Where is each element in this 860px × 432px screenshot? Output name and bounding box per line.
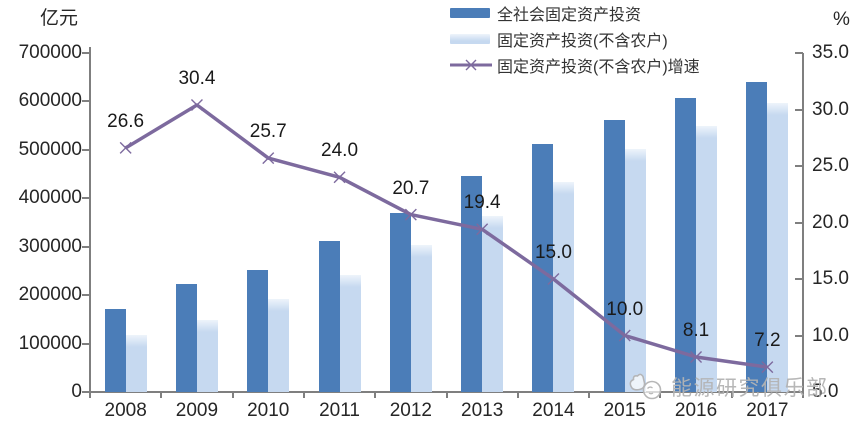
x-axis-tick [516,392,519,398]
left-axis-tick [82,197,90,200]
x-axis-label-2016: 2016 [674,400,718,421]
bar-total-2008 [104,308,126,392]
x-axis-tick [659,392,662,398]
legend-label-total-investment: 全社会固定资产投资 [497,7,642,24]
bar-total-2014 [532,144,554,392]
right-axis-tick [795,391,803,393]
x-axis-label-2009: 2009 [175,400,219,421]
left-axis-tick [82,342,90,345]
growth-value-label-2012: 20.7 [392,177,430,199]
chart-legend: 全社会固定资产投资 固定资产投资(不含农户) 固定资产投资(不含农户)增速 [450,0,700,78]
bar-excl-rural-2010 [268,299,290,392]
x-axis-tick [231,392,234,398]
left-axis-tick [82,391,90,393]
right-axis-tick [795,165,803,167]
legend-label-growth-rate: 固定资产投资(不含农户)增速 [497,59,700,76]
growth-value-label-2017: 7.2 [754,330,781,352]
x-axis-label-2010: 2010 [247,400,290,421]
left-axis-tick-label: 300000 [18,235,82,257]
x-axis-label-2012: 2012 [389,400,432,421]
bar-excl-rural-2014 [553,181,575,392]
bar-excl-rural-2008 [125,334,147,392]
left-axis-tick [82,100,90,103]
left-axis-tick-label: 600000 [18,90,82,112]
growth-value-label-2011: 24.0 [321,140,359,162]
left-axis-tick [82,52,90,54]
right-axis-tick [795,52,803,54]
left-axis-tick-label: 500000 [18,138,82,160]
left-axis-tick-label: 0 [71,381,82,402]
x-axis-label-2011: 2011 [319,400,360,421]
right-axis-tick-label: 35.0 [812,42,849,63]
x-axis-label-2014: 2014 [532,400,575,421]
left-axis-tick [82,294,90,297]
bar-excl-rural-2015 [624,149,646,392]
left-axis-tick-label: 400000 [18,187,82,209]
left-axis-unit-label: 亿元 [40,8,79,29]
bar-total-2016 [675,98,697,392]
x-axis-tick [374,392,377,398]
x-axis-tick [730,392,733,398]
legend-label-excl-rural: 固定资产投资(不含农户) [497,33,668,50]
right-axis-tick [795,334,803,337]
bar-total-2009 [175,283,197,392]
left-axis-line [89,47,91,393]
legend-swatch-growth-line [450,59,492,71]
right-axis-tick-label: 5.0 [812,381,839,402]
bar-excl-rural-2012 [410,245,432,392]
bar-excl-rural-2016 [696,125,718,392]
right-axis-tick-label: 15.0 [812,268,849,289]
bar-excl-rural-2009 [196,320,218,392]
bar-total-2015 [603,119,625,392]
left-axis-tick [82,148,90,151]
growth-value-label-2015: 10.0 [606,298,644,320]
right-axis-tick [795,278,803,280]
right-axis-tick-label: 10.0 [812,324,849,346]
right-axis-tick-label: 25.0 [812,155,849,176]
x-axis-tick [802,392,804,398]
bar-excl-rural-2017 [767,103,789,392]
bar-total-2010 [247,270,269,392]
left-axis-tick-label: 100000 [18,332,82,354]
right-axis-tick-label: 30.0 [812,98,849,120]
right-axis-line [802,53,804,392]
bar-total-2012 [389,212,411,392]
legend-item-total-investment: 全社会固定资产投资 [450,0,700,26]
left-axis-tick-label: 200000 [18,284,82,306]
x-axis-tick [160,392,163,398]
legend-swatch-excl-rural-bar [450,34,490,44]
right-axis-tick [795,221,803,224]
growth-value-label-2010: 25.7 [249,121,287,143]
legend-item-growth-rate: 固定资产投资(不含农户)增速 [450,52,700,78]
watermark: 能源研究俱乐部 [626,372,829,402]
x-axis-label-2017: 2017 [746,400,789,421]
x-axis-label-2015: 2015 [603,400,646,421]
right-axis-tick [795,108,803,111]
right-axis-tick-label: 20.0 [812,211,849,233]
bar-excl-rural-2011 [339,274,361,392]
right-axis-unit-label: % [833,9,850,30]
legend-item-excl-rural: 固定资产投资(不含农户) [450,26,700,52]
x-axis-label-2008: 2008 [104,400,147,421]
mascot-logo-icon [629,373,662,400]
left-axis-tick [82,245,90,248]
watermark-text: 能源研究俱乐部 [671,377,829,400]
x-axis-tick [89,392,91,398]
x-axis-tick [302,392,305,398]
legend-swatch-total-bar [450,8,490,18]
growth-value-label-2009: 30.4 [178,67,216,89]
x-axis-tick [445,392,448,398]
left-axis-tick-label: 700000 [18,42,82,63]
growth-value-label-2014: 15.0 [534,242,572,263]
bar-excl-rural-2013 [482,216,504,392]
growth-value-label-2016: 8.1 [682,319,710,341]
x-axis-label-2013: 2013 [461,400,504,421]
growth-value-label-2008: 26.6 [107,110,145,132]
bar-total-2011 [318,241,340,392]
growth-value-label-2013: 19.4 [463,192,501,214]
x-axis-tick [588,392,591,398]
